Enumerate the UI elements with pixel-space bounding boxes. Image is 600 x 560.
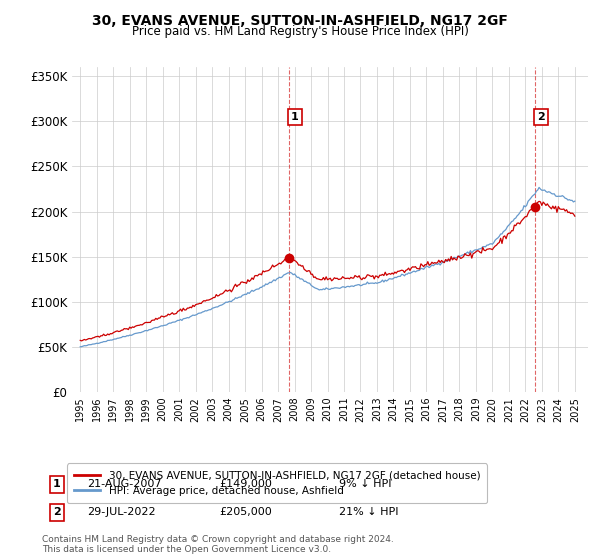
Text: 21-AUG-2007: 21-AUG-2007 [87, 479, 161, 489]
Text: 1: 1 [53, 479, 61, 489]
Text: 21% ↓ HPI: 21% ↓ HPI [339, 507, 398, 517]
Text: 9% ↓ HPI: 9% ↓ HPI [339, 479, 391, 489]
Text: 2: 2 [537, 112, 545, 122]
Text: 30, EVANS AVENUE, SUTTON-IN-ASHFIELD, NG17 2GF: 30, EVANS AVENUE, SUTTON-IN-ASHFIELD, NG… [92, 14, 508, 28]
Text: 1: 1 [291, 112, 299, 122]
Text: Price paid vs. HM Land Registry's House Price Index (HPI): Price paid vs. HM Land Registry's House … [131, 25, 469, 38]
Text: £205,000: £205,000 [219, 507, 272, 517]
Text: 29-JUL-2022: 29-JUL-2022 [87, 507, 155, 517]
Text: 2: 2 [53, 507, 61, 517]
Text: Contains HM Land Registry data © Crown copyright and database right 2024.
This d: Contains HM Land Registry data © Crown c… [42, 535, 394, 554]
Legend: 30, EVANS AVENUE, SUTTON-IN-ASHFIELD, NG17 2GF (detached house), HPI: Average pr: 30, EVANS AVENUE, SUTTON-IN-ASHFIELD, NG… [67, 464, 487, 503]
Text: £149,000: £149,000 [219, 479, 272, 489]
